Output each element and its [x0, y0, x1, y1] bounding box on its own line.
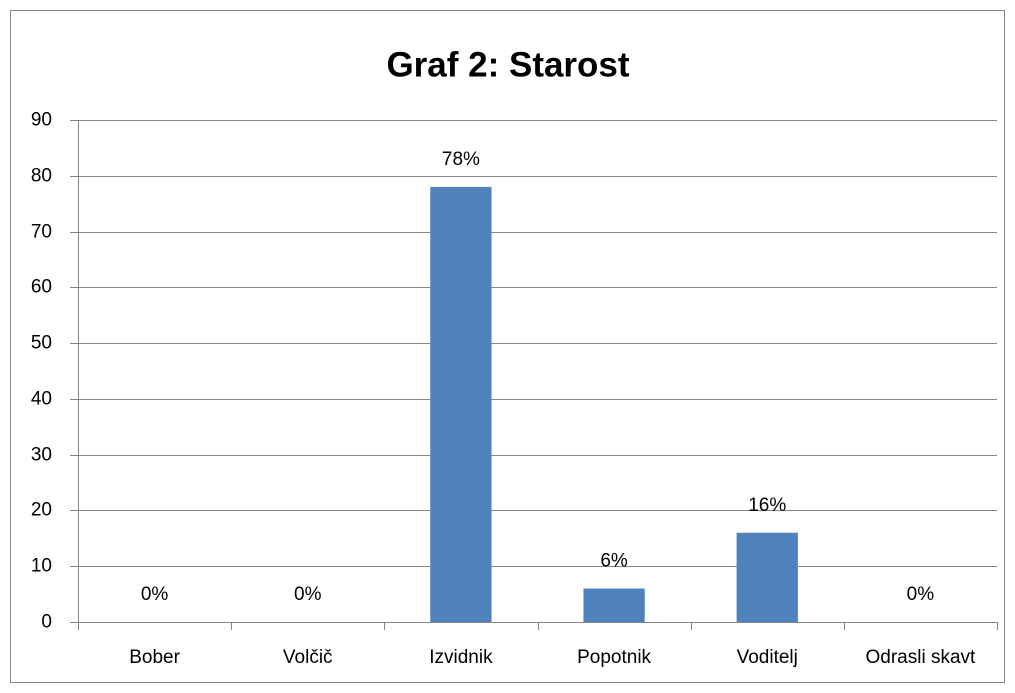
x-tick-label: Voditelj [737, 647, 798, 668]
x-tick-label: Volčič [283, 647, 333, 668]
y-tick-label: 30 [31, 445, 52, 466]
data-label: 6% [600, 551, 628, 572]
bar [430, 186, 492, 622]
x-tick-label: Bober [129, 647, 180, 668]
bar [583, 588, 645, 622]
y-tick-label: 80 [31, 166, 52, 187]
y-tick-label: 60 [31, 277, 52, 298]
x-tick-label: Izvidnik [429, 647, 493, 668]
y-tick-label: 0 [41, 612, 52, 633]
data-label: 78% [442, 149, 480, 170]
y-tick-label: 50 [31, 333, 52, 354]
data-label: 0% [294, 584, 322, 605]
y-tick-label: 10 [31, 556, 52, 577]
data-label: 0% [141, 584, 169, 605]
data-label: 0% [907, 584, 935, 605]
x-tick-label: Odrasli skavt [866, 647, 977, 668]
bar [736, 532, 798, 622]
data-label: 16% [748, 495, 786, 516]
y-tick-label: 90 [31, 110, 52, 131]
y-tick-label: 20 [31, 500, 52, 521]
chart-title: Graf 2: Starost [386, 45, 629, 84]
y-tick-label: 70 [31, 222, 52, 243]
x-tick-label: Popotnik [577, 647, 651, 668]
chart-frame [10, 10, 1005, 683]
y-tick-label: 40 [31, 389, 52, 410]
